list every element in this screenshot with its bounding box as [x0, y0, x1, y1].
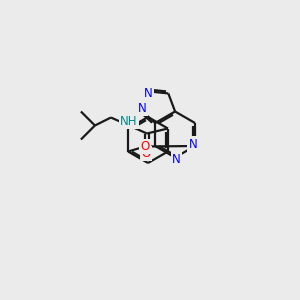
- Text: N: N: [189, 137, 197, 151]
- Text: N: N: [138, 102, 147, 115]
- Text: N: N: [172, 153, 181, 166]
- Text: O: O: [140, 140, 150, 153]
- Text: NH: NH: [120, 115, 138, 128]
- Text: O: O: [141, 147, 151, 160]
- Text: N: N: [144, 87, 153, 100]
